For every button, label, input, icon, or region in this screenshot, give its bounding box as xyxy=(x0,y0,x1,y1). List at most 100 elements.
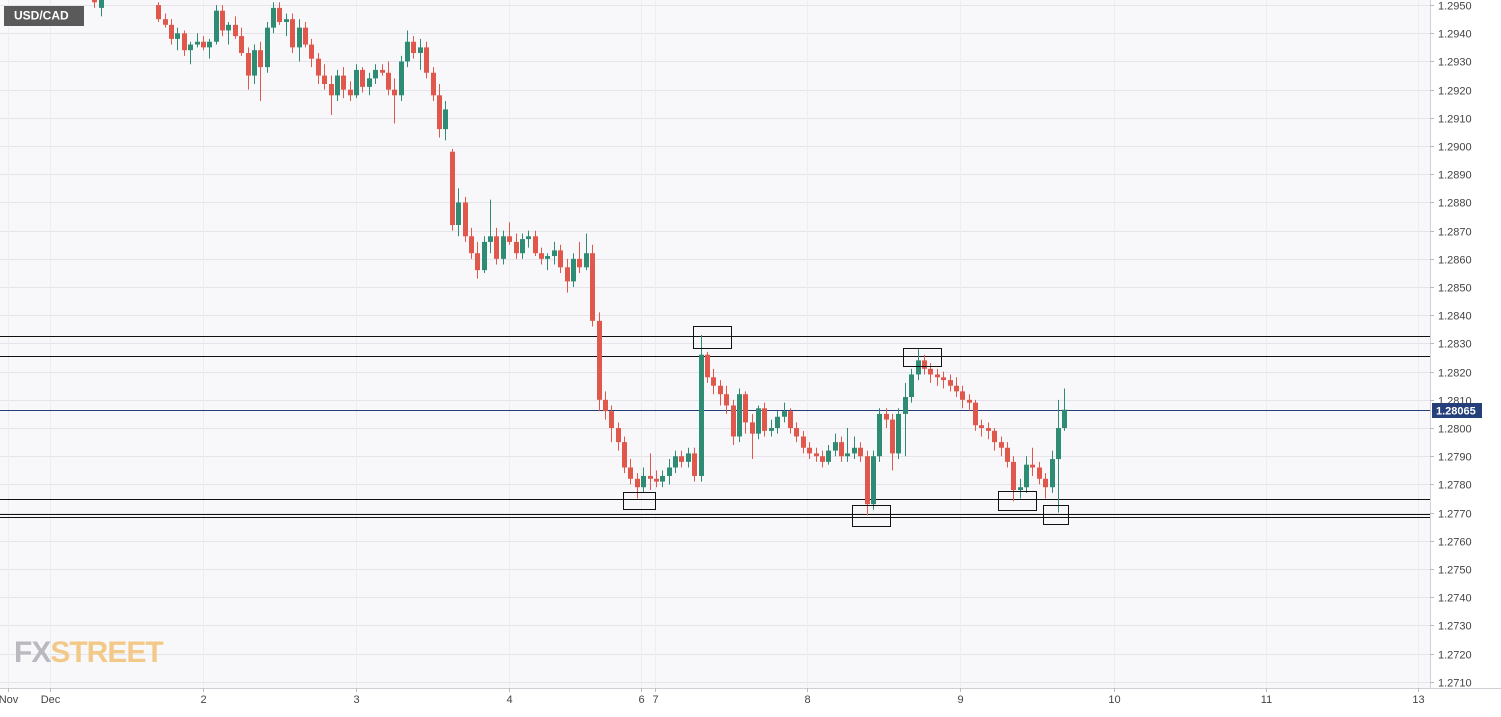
candle-body xyxy=(756,408,761,434)
candle-body xyxy=(501,236,506,259)
candle-body xyxy=(195,41,200,45)
candle-body xyxy=(418,47,423,54)
x-tick-label: 3 xyxy=(353,694,359,706)
candle-body xyxy=(558,250,563,268)
last-price-badge xyxy=(1432,403,1482,418)
candle-body xyxy=(309,44,314,59)
candle-body xyxy=(348,89,353,96)
candle-body xyxy=(833,442,838,451)
symbol-label: USD/CAD xyxy=(14,9,69,23)
x-tick-label: 2 xyxy=(200,694,206,706)
candle-body xyxy=(226,24,231,31)
candle-body xyxy=(628,467,633,479)
candle-body xyxy=(220,10,225,31)
candle-body xyxy=(316,58,321,76)
y-tick-label: 1.2790 xyxy=(1438,451,1472,463)
candle-body xyxy=(297,27,302,48)
candle-body xyxy=(782,411,787,417)
candle-body xyxy=(852,447,857,454)
logo-right: STREET xyxy=(50,636,163,669)
y-tick-label: 1.2880 xyxy=(1438,197,1472,209)
candle-body xyxy=(92,0,97,3)
candle-body xyxy=(246,53,251,76)
candle-body xyxy=(1050,459,1055,488)
y-tick-label: 1.2950 xyxy=(1438,0,1472,12)
candle-body xyxy=(814,453,819,457)
candle-body xyxy=(999,442,1004,448)
candle-body xyxy=(514,241,519,254)
annotation-box xyxy=(998,491,1037,511)
candle-body xyxy=(201,41,206,48)
candle-body xyxy=(329,84,334,96)
candle-body xyxy=(520,239,525,254)
candle-body xyxy=(616,428,621,443)
candle-body xyxy=(214,10,219,42)
candle-body xyxy=(884,413,889,420)
candle-body xyxy=(967,399,972,403)
candle-body xyxy=(488,236,493,242)
y-tick-label: 1.2830 xyxy=(1438,338,1472,350)
candle-body xyxy=(960,391,965,400)
candle-body xyxy=(986,428,991,431)
candle-body xyxy=(367,78,372,87)
y-tick-label: 1.2720 xyxy=(1438,649,1472,661)
candle-body xyxy=(711,377,716,386)
candle-body xyxy=(99,0,104,8)
candle-body xyxy=(182,33,187,51)
candle-body xyxy=(386,72,391,90)
candle-body xyxy=(622,442,627,468)
candle-body xyxy=(935,374,940,378)
y-tick-label: 1.2900 xyxy=(1438,141,1472,153)
candle-body xyxy=(1024,464,1029,488)
candle-body xyxy=(699,354,704,476)
annotation-box xyxy=(623,492,656,510)
y-tick-label: 1.2890 xyxy=(1438,169,1472,181)
x-tick-label: Nov xyxy=(0,694,19,706)
y-tick-label: 1.2920 xyxy=(1438,85,1472,97)
candle-body xyxy=(1011,461,1016,491)
candle-body xyxy=(679,456,684,462)
candle-body xyxy=(1062,409,1067,429)
y-tick-label: 1.2840 xyxy=(1438,310,1472,322)
x-tick-label: 9 xyxy=(957,694,963,706)
candle-body xyxy=(233,24,238,37)
candle-body xyxy=(290,19,295,48)
candle-body xyxy=(826,450,831,462)
candle-body xyxy=(437,95,442,130)
candle-body xyxy=(405,41,410,62)
candle-body xyxy=(252,50,257,76)
candle-body xyxy=(801,436,806,448)
candle-body xyxy=(762,408,767,431)
candle-body xyxy=(603,399,608,412)
x-tick-label: 8 xyxy=(804,694,810,706)
candle-body xyxy=(533,236,538,254)
candle-body xyxy=(916,360,921,375)
candle-body xyxy=(973,402,978,426)
candle-body xyxy=(1005,447,1010,462)
axis-labels: 1.2710 1.2720 1.2730 1.2740 1.2750 1.2760 1.27… xyxy=(0,0,1482,706)
candle-body xyxy=(380,69,385,73)
candle-body xyxy=(475,253,480,271)
candle-body xyxy=(373,69,378,79)
x-tick-label: 4 xyxy=(506,694,512,706)
candle-body xyxy=(820,456,825,462)
candle-body xyxy=(654,478,659,482)
grid xyxy=(0,0,1430,688)
candle-body xyxy=(871,456,876,505)
x-tick-label: 11 xyxy=(1261,694,1272,706)
candle-body xyxy=(571,258,576,282)
candle-body xyxy=(877,413,882,457)
candle-body xyxy=(922,360,927,369)
x-tick-label: 10 xyxy=(1108,694,1120,706)
candle-body xyxy=(743,394,748,423)
candle-body xyxy=(322,75,327,85)
last-price-label: 1.28065 xyxy=(1436,405,1476,417)
annotation-box xyxy=(1043,505,1069,525)
candle-body xyxy=(724,394,729,406)
candle-body xyxy=(450,151,455,226)
candle-body xyxy=(692,453,697,476)
candle-body xyxy=(769,428,774,431)
candle-body xyxy=(163,19,168,25)
candle-body xyxy=(667,467,672,476)
x-tick-label: Dec xyxy=(41,694,61,706)
